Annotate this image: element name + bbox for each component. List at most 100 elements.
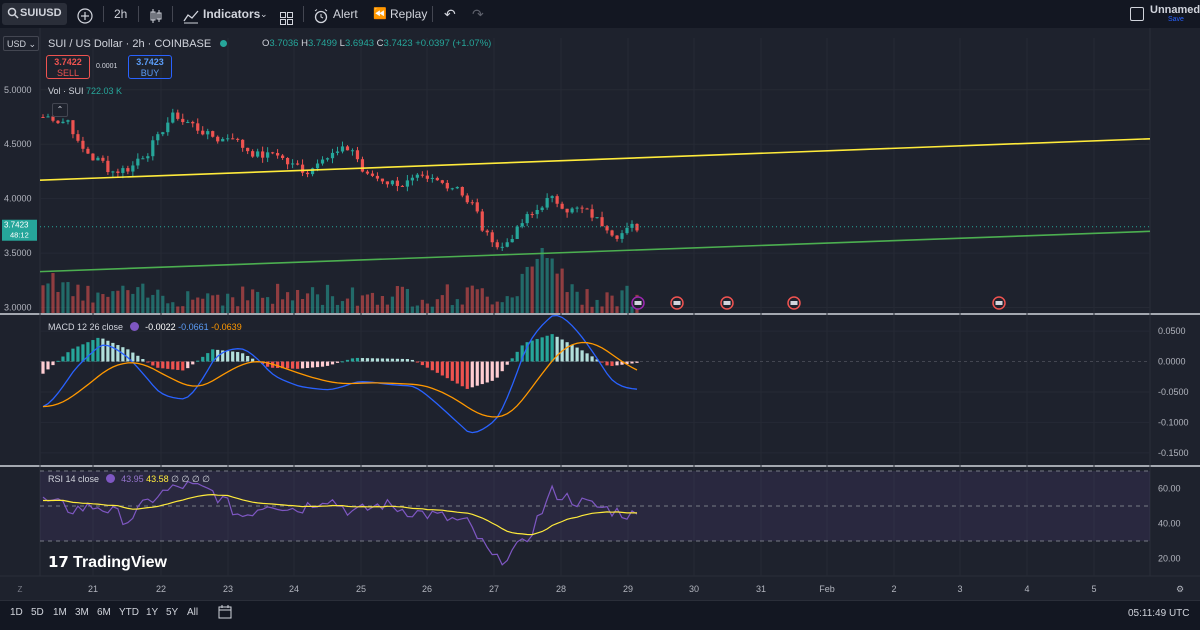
macd-histogram-bar	[605, 361, 609, 366]
candle-body	[156, 134, 160, 141]
volume-bar	[191, 299, 195, 313]
volume-bar	[156, 289, 160, 313]
volume-bar	[280, 299, 285, 313]
candle-body	[475, 202, 479, 212]
candle-body	[151, 140, 155, 157]
settings-icon[interactable]	[129, 322, 139, 331]
macd-histogram-bar	[196, 360, 200, 362]
volume-bar	[400, 286, 404, 313]
replay-button[interactable]: Replay	[390, 7, 428, 21]
macd-histogram-bar	[310, 361, 315, 368]
range-button-1m[interactable]: 1M	[53, 607, 67, 618]
market-status-dot-icon	[220, 40, 228, 47]
volume-bar	[460, 304, 464, 313]
macd-histogram-bar	[555, 336, 559, 362]
sell-button[interactable]: 3.7422 SELL	[46, 55, 90, 79]
macd-histogram-bar	[550, 334, 554, 362]
volume-bar	[630, 306, 634, 313]
volume-bar	[131, 293, 135, 313]
candle-body	[246, 147, 250, 152]
layouts-grid-icon[interactable]	[280, 7, 293, 25]
candle-body	[490, 232, 494, 243]
interval-button[interactable]: 2h	[114, 7, 128, 21]
collapse-legend-button[interactable]: ⌃	[52, 103, 68, 117]
tradingview-logo[interactable]: 𝟭𝟳 TradingView	[48, 553, 167, 572]
range-button-5d[interactable]: 5D	[31, 607, 44, 618]
event-marker-glyph	[995, 301, 1003, 305]
indicators-button[interactable]: Indicators	[203, 7, 261, 21]
bottom-toolbar	[0, 600, 1200, 630]
candle-body	[390, 180, 395, 185]
volume-bar	[111, 291, 115, 313]
volume-bar	[390, 296, 395, 313]
macd-histogram-bar	[46, 361, 50, 370]
range-button-1y[interactable]: 1Y	[146, 607, 159, 618]
candle-body	[575, 207, 579, 209]
candle-body	[590, 209, 594, 218]
volume-bar	[445, 284, 449, 313]
redo-icon[interactable]: ↷	[472, 6, 484, 22]
chart-canvas[interactable]: 21 22 23 24 25 26 27 28 29 30 31 Feb 2 3 4 5Z ⚙5.00004.5…	[0, 28, 1200, 628]
range-button-6m[interactable]: 6M	[97, 607, 111, 618]
range-button-1d[interactable]: 1D	[10, 607, 23, 618]
current-price-badge	[2, 219, 37, 241]
candle-body	[505, 242, 509, 247]
event-marker-glyph	[790, 301, 798, 305]
volume-bar	[295, 289, 300, 313]
candle-body	[385, 181, 390, 185]
range-button-ytd[interactable]: YTD	[119, 607, 139, 618]
time-tick-label: 2	[891, 584, 896, 594]
price-tick-label: 4.0000	[4, 194, 32, 204]
high-value: 3.7499	[307, 38, 338, 49]
compare-plus-icon[interactable]	[77, 6, 93, 24]
volume-bar	[575, 291, 579, 313]
time-tick-label: 21	[88, 584, 98, 594]
macd-histogram-bar	[71, 348, 75, 362]
volume-bar	[176, 306, 180, 313]
macd-histogram-bar	[585, 353, 589, 362]
symbol-title: SUI / US Dollar · 2h · COINBASE	[48, 38, 212, 50]
range-button-3m[interactable]: 3M	[75, 607, 89, 618]
macd-histogram-bar	[241, 353, 245, 362]
volume-bar	[101, 294, 105, 313]
macd-histogram-bar	[350, 358, 355, 362]
time-tick-label: 29	[623, 584, 633, 594]
macd-histogram-bar	[61, 356, 65, 362]
event-marker-glyph	[723, 301, 731, 305]
alert-button[interactable]: Alert	[333, 7, 358, 21]
macd-histogram-bar	[545, 335, 549, 362]
volume-bar	[136, 287, 140, 313]
currency-select[interactable]: USD ⌄	[3, 36, 39, 51]
utc-clock[interactable]: 05:11:49 UTC	[1128, 608, 1190, 619]
candle-body	[410, 177, 414, 181]
macd-histogram-bar	[630, 361, 634, 364]
time-tick-label: 4	[1024, 584, 1029, 594]
calendar-goto-icon[interactable]	[218, 605, 232, 624]
macd-histogram-bar	[340, 361, 345, 363]
symbol-search-button[interactable]: SUIUSD	[2, 3, 67, 25]
settings-icon[interactable]	[105, 474, 115, 483]
candle-body	[320, 159, 325, 164]
volume-bar	[470, 285, 474, 313]
macd-histogram-bar	[450, 361, 454, 381]
range-button-all[interactable]: All	[187, 607, 199, 618]
candle-body	[455, 186, 459, 189]
layout-name[interactable]: Unnamed	[1150, 4, 1200, 16]
candle-body	[360, 159, 365, 172]
sell-price: 3.7422	[54, 57, 82, 67]
undo-icon[interactable]: ↶	[444, 6, 456, 22]
candle-body	[231, 138, 235, 140]
volume-bar	[365, 294, 370, 313]
candles-chart-type-icon[interactable]	[149, 6, 163, 23]
layout-icon[interactable]	[1130, 7, 1144, 21]
price-tick-label: 5.0000	[4, 85, 32, 95]
macd-histogram-bar	[485, 361, 489, 383]
buy-button[interactable]: 3.7423 BUY	[128, 55, 172, 79]
time-tick-label: Feb	[819, 584, 835, 594]
symbol-legend: SUI / US Dollar · 2h · COINBASE	[48, 36, 228, 52]
range-button-5y[interactable]: 5Y	[166, 607, 179, 618]
chevron-down-icon[interactable]: ⌄	[260, 9, 268, 19]
macd-histogram-bar	[610, 361, 614, 366]
macd-histogram-bar	[580, 350, 584, 362]
save-button[interactable]: Save	[1168, 16, 1184, 23]
